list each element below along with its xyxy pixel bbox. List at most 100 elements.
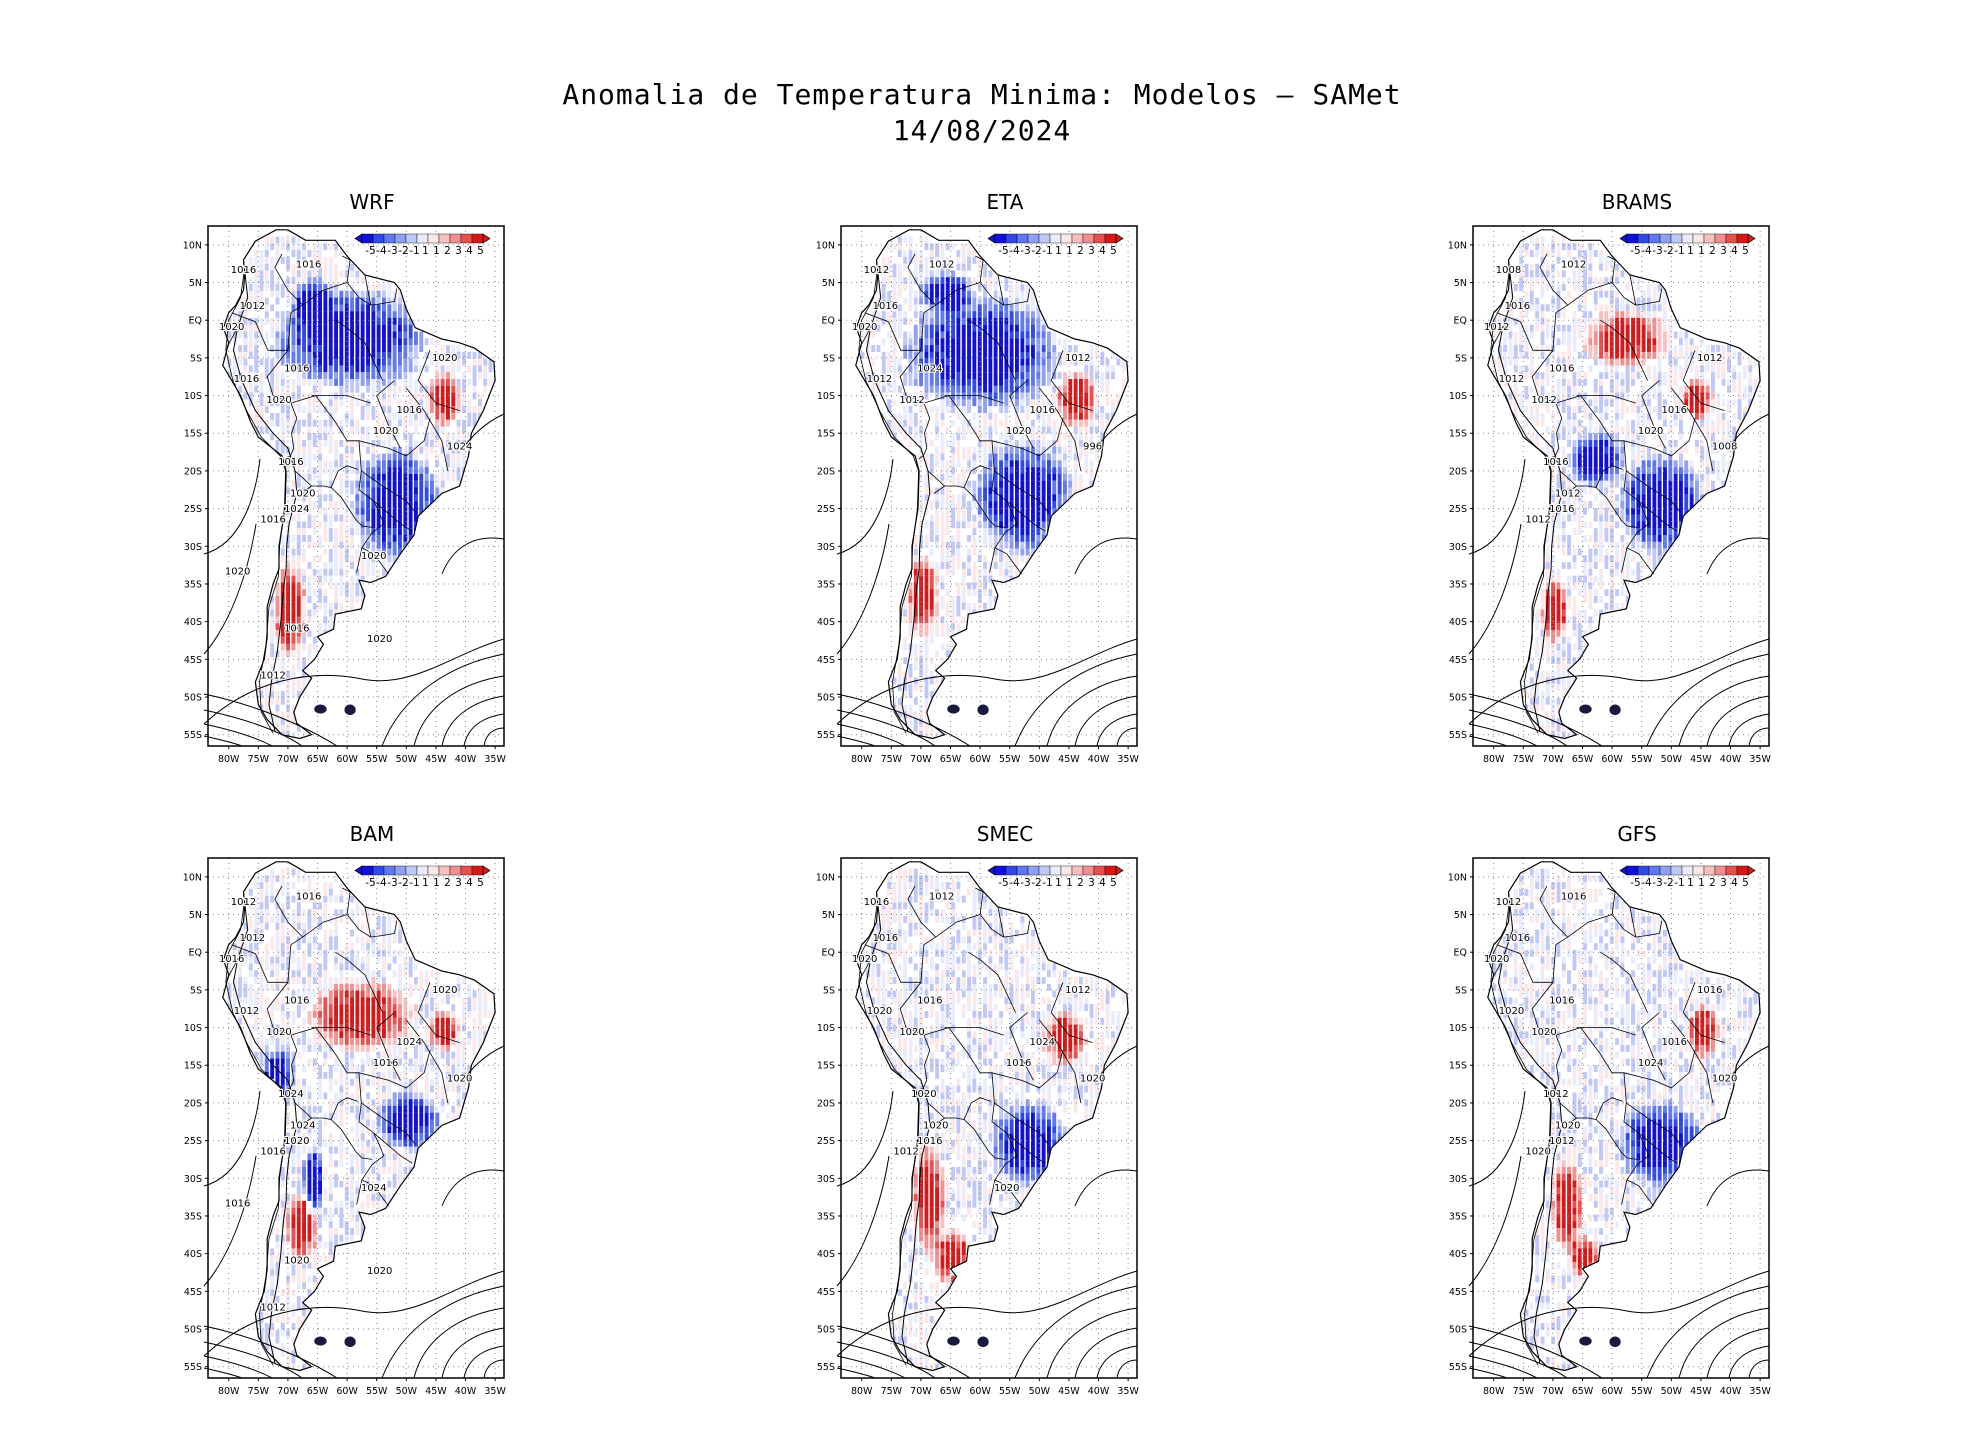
isobar-label: 996 [1083, 442, 1102, 453]
colorbar-label: -1 [1674, 245, 1684, 257]
isobar-label: 1016 [1006, 1058, 1031, 1069]
figure-title: Anomalia de Temperatura Minima: Modelos … [0, 78, 1964, 111]
isobar-label: 1020 [1638, 426, 1663, 437]
colorbar-label: 4 [1099, 245, 1106, 257]
isobar-label: 1020 [367, 1266, 392, 1277]
colorbar-swatch [1649, 866, 1660, 875]
colorbar-label: -1 [1042, 245, 1052, 257]
lat-tick-label: 30S [817, 1174, 835, 1185]
lat-tick-label: 10S [1449, 391, 1467, 402]
colorbar-label: -2 [398, 245, 408, 257]
colorbar-swatch [1726, 866, 1737, 875]
isobar-label: 1016 [1549, 504, 1574, 515]
lon-tick-label: 80W [851, 754, 873, 765]
colorbar-swatch [417, 234, 428, 243]
panel-title: GFS [1417, 822, 1817, 846]
island [314, 1337, 326, 1346]
lat-tick-label: 10S [184, 1023, 202, 1034]
isobar-label: 1020 [867, 1006, 892, 1017]
lat-tick-label: 10S [1449, 1023, 1467, 1034]
colorbar-label: 2 [444, 877, 451, 889]
isobar-label: 1020 [361, 551, 386, 562]
colorbar-swatch [995, 866, 1006, 875]
colorbar-swatch [1682, 866, 1693, 875]
lon-tick-label: 65W [1572, 754, 1594, 765]
colorbar-swatch [1638, 866, 1649, 875]
lat-tick-label: 55S [184, 730, 202, 741]
isobar-label: 1024 [361, 1183, 386, 1194]
lat-tick-label: 30S [1449, 542, 1467, 553]
lat-tick-label: 50S [184, 1325, 202, 1336]
lon-tick-label: 65W [1572, 1386, 1594, 1397]
lon-tick-label: 40W [1088, 754, 1110, 765]
lon-tick-label: 75W [248, 1386, 270, 1397]
colorbar-label: -1 [409, 245, 419, 257]
lon-tick-label: 55W [999, 1386, 1021, 1397]
isobar-label: 1012 [1549, 1136, 1574, 1147]
colorbar-label: 5 [477, 877, 484, 889]
colorbar-label: -1 [1042, 877, 1052, 889]
lat-tick-label: 30S [817, 542, 835, 553]
colorbar-swatch [1017, 866, 1028, 875]
lat-tick-label: 25S [1449, 504, 1467, 515]
colorbar-swatch [1028, 234, 1039, 243]
lat-tick-label: 20S [1449, 1098, 1467, 1109]
lat-tick-label: 50S [1449, 1325, 1467, 1336]
lat-tick-label: 15S [1449, 429, 1467, 440]
colorbar-label: 1 [1698, 877, 1705, 889]
lat-tick-label: 40S [817, 1249, 835, 1260]
lat-tick-label: EQ [1454, 948, 1467, 959]
colorbar-swatch [1693, 234, 1704, 243]
island [344, 1337, 355, 1348]
colorbar-label: -4 [376, 245, 387, 257]
colorbar-label: -2 [1031, 245, 1041, 257]
colorbar-swatch [461, 234, 472, 243]
isobar-label: 1016 [234, 374, 259, 385]
island [314, 705, 326, 714]
lon-tick-label: 50W [1661, 1386, 1683, 1397]
lat-tick-label: 45S [1449, 655, 1467, 666]
lat-tick-label: 5N [1454, 910, 1467, 921]
lon-tick-label: 65W [940, 754, 962, 765]
isobar-label: 1016 [1505, 933, 1530, 944]
colorbar-swatch [1061, 866, 1072, 875]
lon-tick-label: 55W [999, 754, 1021, 765]
lat-tick-label: 55S [1449, 1362, 1467, 1373]
colorbar-label: 5 [1742, 245, 1749, 257]
colorbar-swatch [995, 234, 1006, 243]
colorbar-label: -5 [1630, 245, 1640, 257]
lat-tick-label: 5S [190, 353, 202, 364]
colorbar-label: 1 [1687, 245, 1694, 257]
isobar-label: 1016 [284, 996, 309, 1007]
panel-title: WRF [152, 190, 552, 214]
colorbar-label: -5 [998, 245, 1008, 257]
colorbar-swatch [1105, 866, 1116, 875]
lon-tick-label: 65W [307, 754, 329, 765]
lat-tick-label: EQ [189, 316, 202, 327]
colorbar-swatch [1671, 866, 1682, 875]
lon-tick-label: 80W [1483, 1386, 1505, 1397]
isobar-label: 1016 [278, 457, 303, 468]
colorbar-swatch [1649, 234, 1660, 243]
colorbar-label: 1 [1698, 245, 1705, 257]
island [1609, 705, 1620, 716]
lat-tick-label: 50S [817, 1325, 835, 1336]
isobar-label: 1020 [852, 322, 877, 333]
colorbar-label: 5 [1110, 877, 1117, 889]
isobar-label: 1012 [231, 897, 256, 908]
isobar-label: 1012 [1555, 488, 1580, 499]
isobar-label: 1020 [284, 1256, 309, 1267]
isobar-label: 1020 [219, 322, 244, 333]
lat-tick-label: 15S [817, 1061, 835, 1072]
colorbar-label: 1 [422, 877, 429, 889]
isobar-label: 1012 [1065, 353, 1090, 364]
lat-tick-label: 10S [817, 1023, 835, 1034]
lon-tick-label: 55W [1631, 754, 1653, 765]
island [1609, 1337, 1620, 1348]
